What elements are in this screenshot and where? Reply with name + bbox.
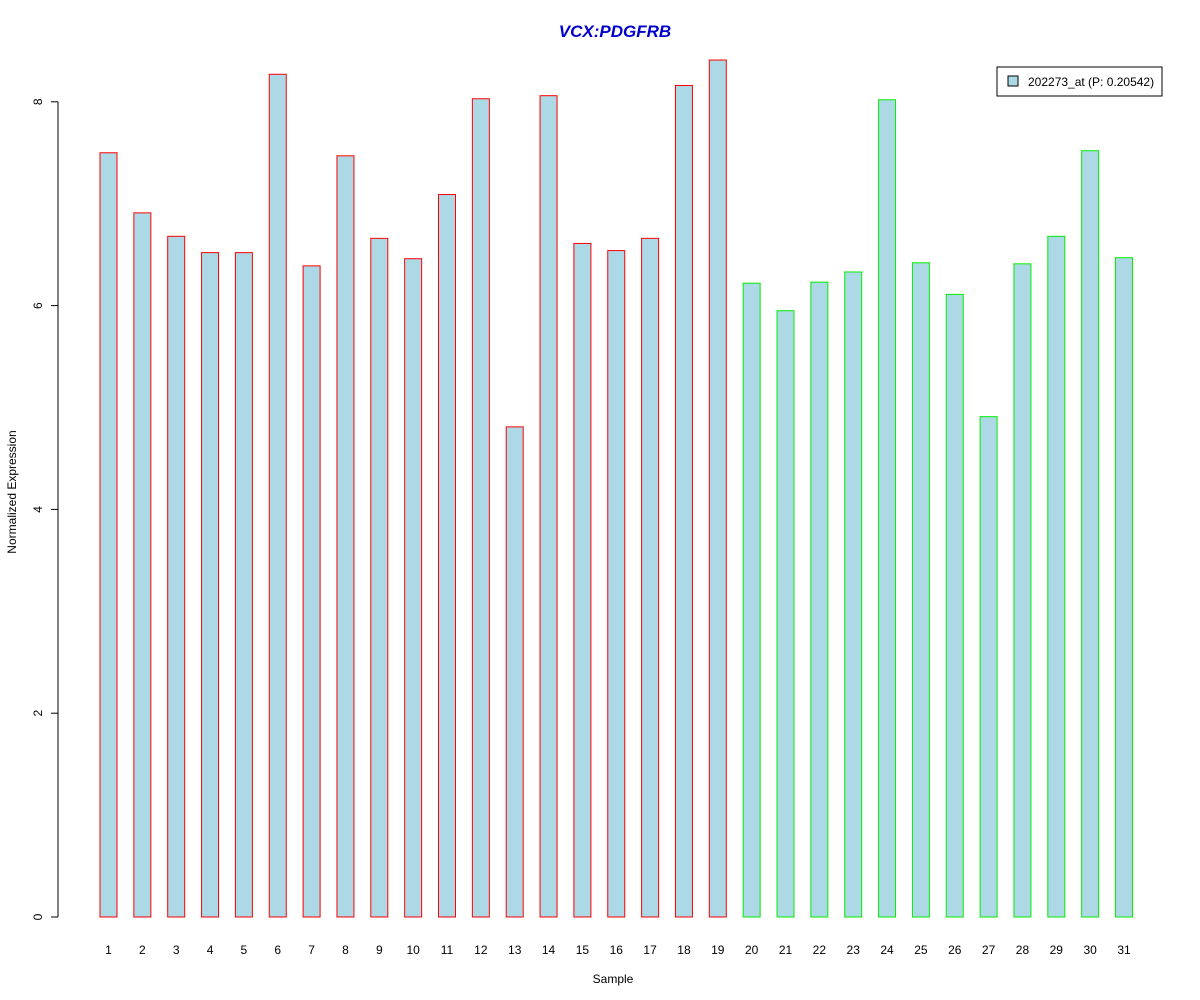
x-tick-label: 31: [1117, 943, 1131, 957]
bar-sample-15: [573, 242, 592, 918]
bar-sample-27: [979, 416, 998, 918]
bar-sample-7: [302, 265, 321, 918]
y-tick-label: 4: [31, 506, 45, 513]
x-tick-label: 28: [1016, 943, 1030, 957]
bar-sample-24: [878, 99, 897, 918]
x-tick-label: 6: [274, 943, 281, 957]
x-tick-label: 12: [474, 943, 488, 957]
bar-sample-12: [471, 98, 490, 918]
legend-label: 202273_at (P: 0.20542): [1028, 75, 1154, 89]
bar-sample-26: [945, 293, 964, 918]
x-tick-label: 16: [610, 943, 624, 957]
x-tick-label: 14: [542, 943, 556, 957]
x-tick-label: 19: [711, 943, 725, 957]
x-tick-label: 26: [948, 943, 962, 957]
x-tick-label: 2: [139, 943, 146, 957]
bar-sample-20: [742, 282, 761, 918]
x-tick-label: 10: [406, 943, 420, 957]
x-tick-label: 9: [376, 943, 383, 957]
bar-sample-25: [911, 262, 930, 918]
bar-sample-29: [1047, 235, 1066, 918]
y-tick-label: 8: [31, 98, 45, 105]
x-tick-label: 5: [241, 943, 248, 957]
bar-sample-4: [201, 252, 220, 918]
bar-sample-8: [336, 155, 355, 918]
x-tick-label: 15: [576, 943, 590, 957]
x-tick-label: 1: [105, 943, 112, 957]
bar-sample-5: [234, 252, 253, 918]
bar-sample-6: [268, 73, 287, 918]
bar-sample-16: [607, 250, 626, 918]
x-tick-label: 24: [880, 943, 894, 957]
bar-sample-10: [404, 258, 423, 918]
bar-sample-18: [674, 84, 693, 918]
x-tick-labels: 1 2 3 4 5 6 7 8 9 10 11 12 13 14 15 16 17 18 19 20 21 22 23 24 2…: [105, 943, 1131, 957]
y-axis: 0 2 4 6 8: [31, 98, 59, 920]
bar-sample-31: [1115, 257, 1133, 918]
x-tick-label: 11: [441, 943, 454, 957]
x-tick-label: 17: [643, 943, 657, 957]
x-tick-label: 18: [677, 943, 691, 957]
bar-sample-9: [370, 237, 389, 918]
bar-sample-21: [776, 310, 795, 918]
bar-sample-23: [844, 271, 863, 918]
x-tick-label: 27: [982, 943, 996, 957]
y-tick-label: 0: [31, 913, 45, 920]
x-tick-label: 8: [342, 943, 349, 957]
x-tick-label: 29: [1050, 943, 1064, 957]
x-tick-label: 22: [813, 943, 827, 957]
x-tick-label: 25: [914, 943, 928, 957]
bar-sample-22: [810, 281, 829, 918]
legend: 202273_at (P: 0.20542): [996, 66, 1163, 97]
bar-sample-11: [438, 194, 456, 918]
x-tick-label: 4: [207, 943, 214, 957]
bar-sample-2: [133, 212, 152, 918]
bar-sample-3: [167, 235, 186, 918]
x-tick-label: 30: [1083, 943, 1097, 957]
bar-sample-13: [505, 426, 524, 918]
x-axis-label: Sample: [593, 972, 634, 986]
x-tick-label: 20: [745, 943, 759, 957]
bar-sample-28: [1013, 263, 1032, 918]
bar-sample-19: [708, 59, 727, 918]
legend-swatch: [1007, 75, 1019, 87]
bar-sample-1: [99, 152, 118, 918]
bar-sample-30: [1081, 150, 1100, 918]
bars-group: [99, 59, 1133, 918]
y-axis-label: Normalized Expression: [5, 430, 19, 553]
legend-box: [996, 66, 1163, 97]
y-tick-label: 6: [31, 302, 45, 309]
x-tick-label: 21: [779, 943, 793, 957]
x-tick-label: 7: [308, 943, 315, 957]
x-tick-label: 23: [847, 943, 861, 957]
bar-sample-14: [539, 95, 558, 918]
y-tick-label: 2: [31, 710, 45, 717]
bar-sample-17: [641, 237, 660, 918]
chart-title: VCX:PDGFRB: [559, 22, 671, 41]
x-tick-label: 13: [508, 943, 522, 957]
x-tick-label: 3: [173, 943, 180, 957]
